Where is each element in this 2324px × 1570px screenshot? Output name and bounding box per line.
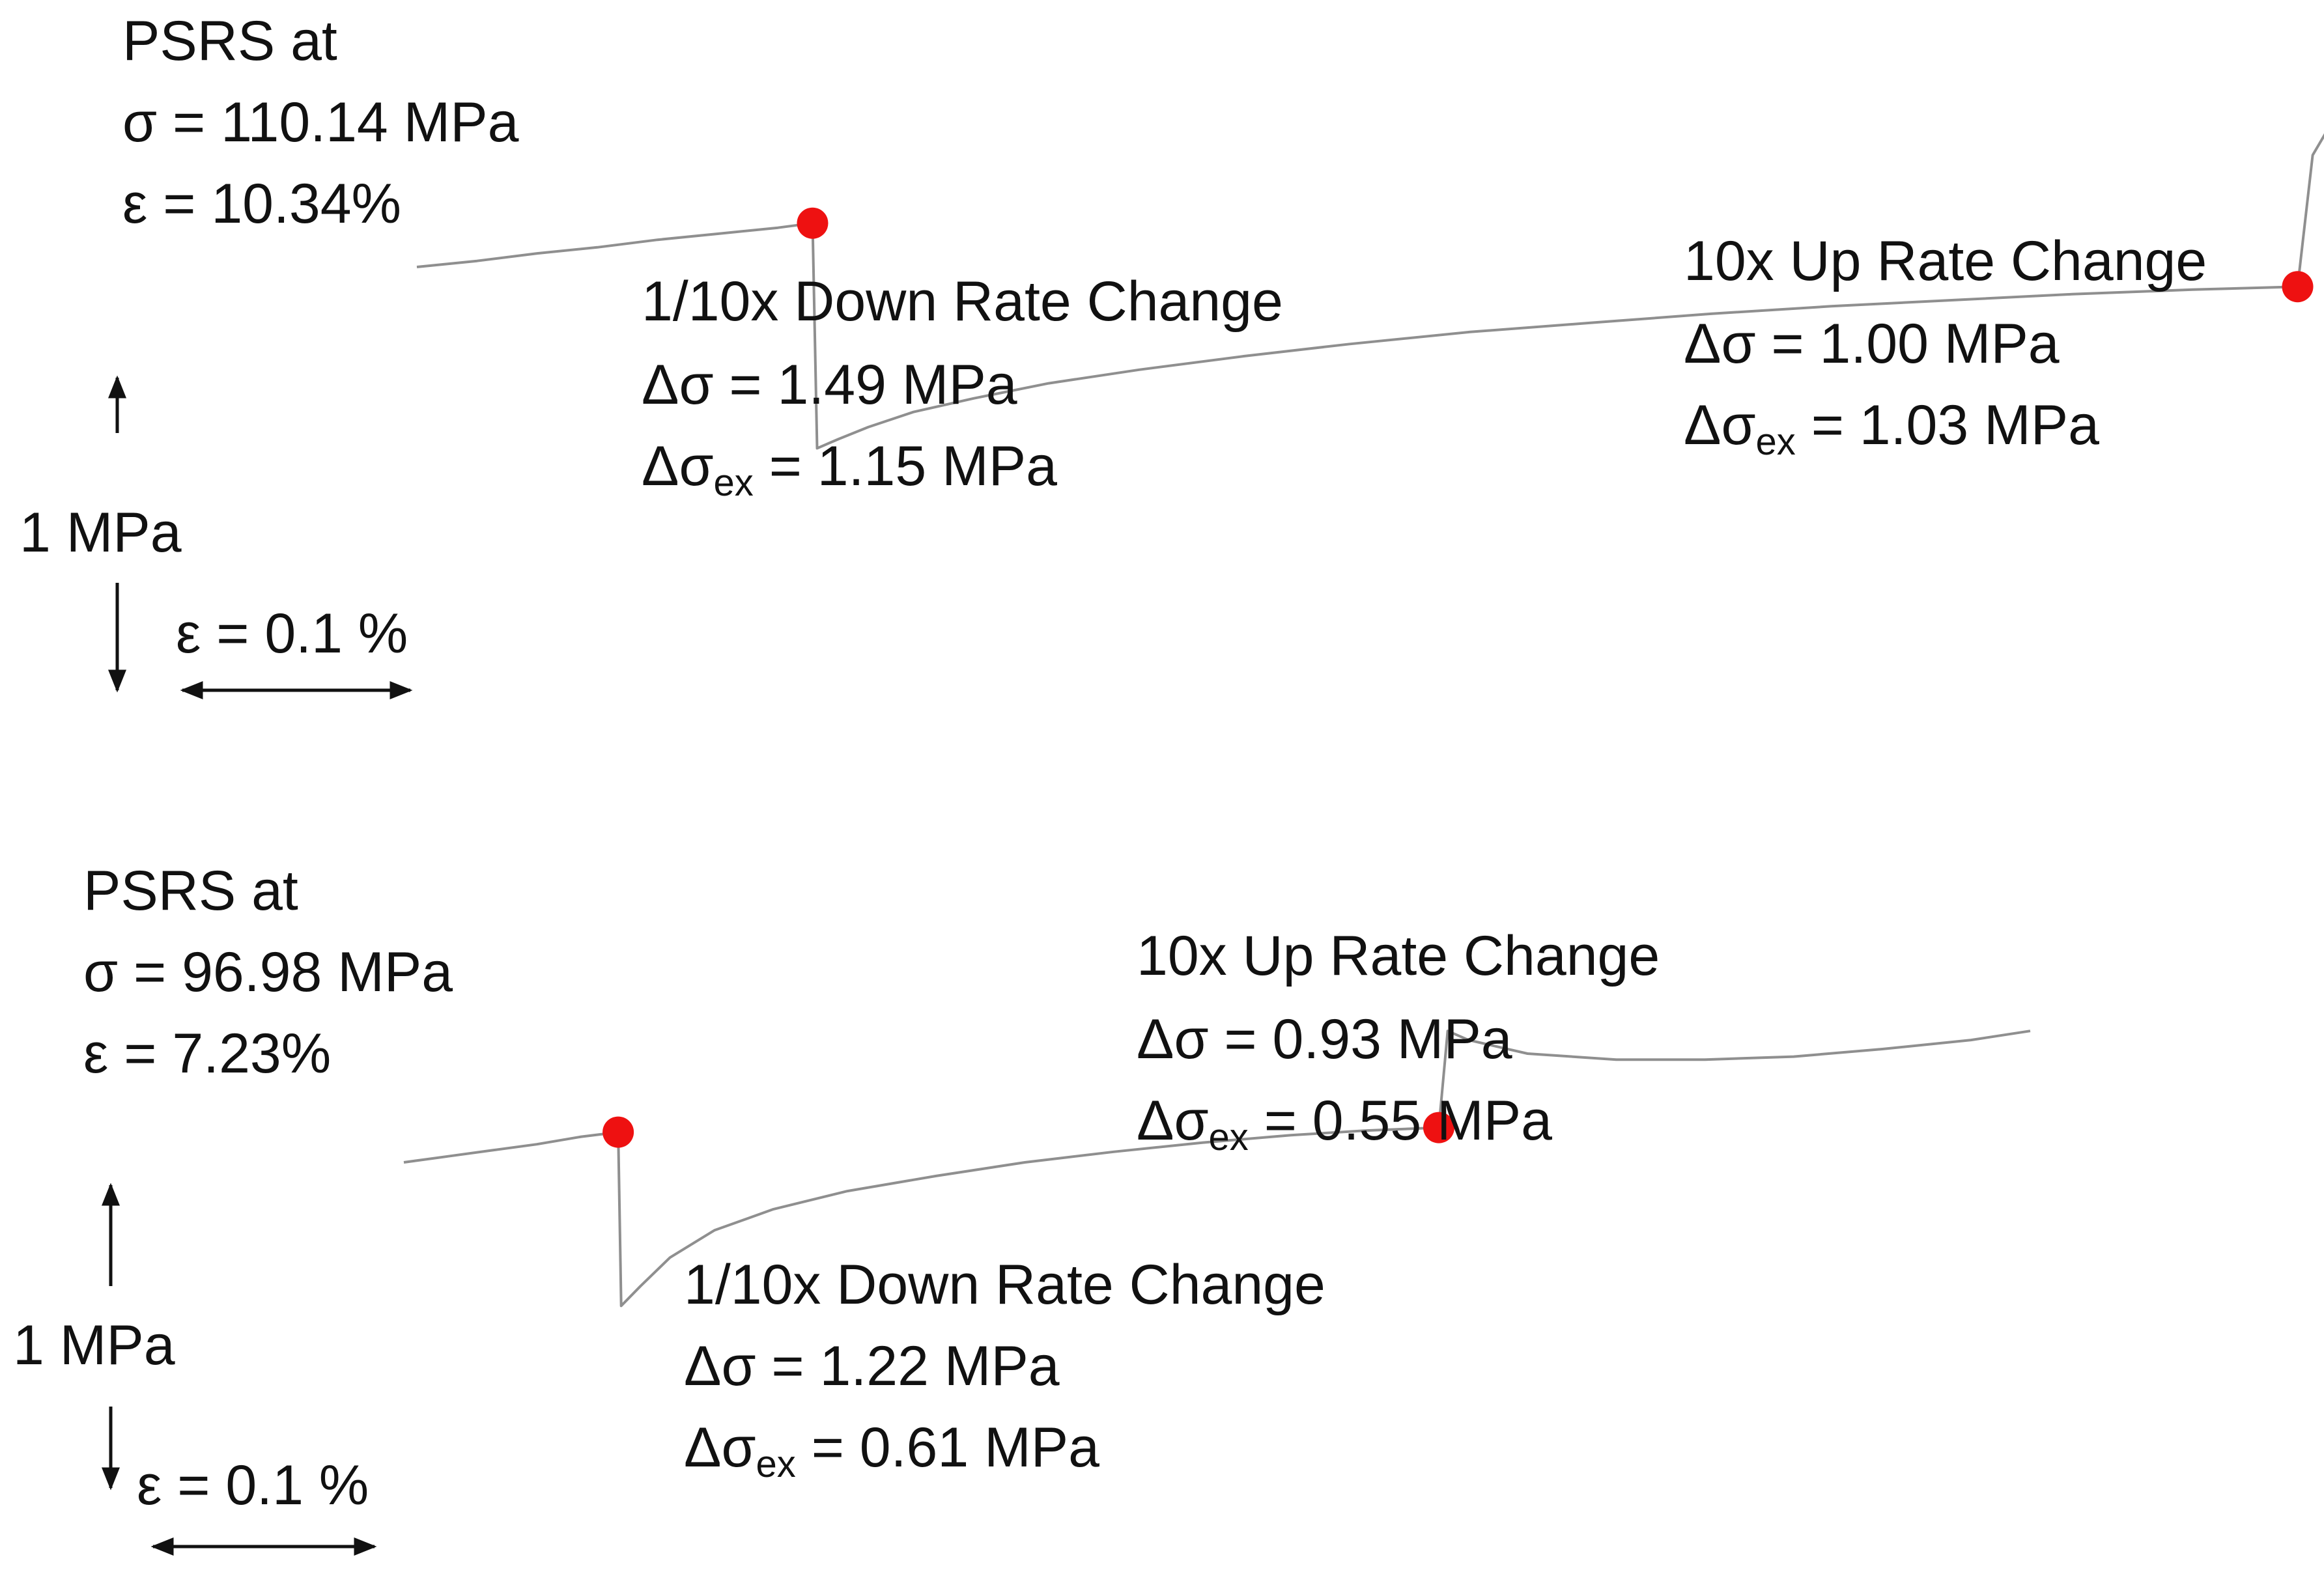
panel-2-stress-strain-trace-3	[1438, 1030, 2031, 1128]
panel-2-psrs-stress: σ = 96.98 MPa	[83, 941, 453, 1003]
panel-1-psrs-heading: PSRS at	[122, 10, 337, 72]
panel-1-stress-scale-label: 1 MPa	[20, 501, 182, 564]
delta-sigma-symbol: Δσ	[1137, 1089, 1209, 1152]
panel-1-rate-change-marker-2	[2282, 271, 2314, 303]
panel-1-stress-strain-trace-1	[416, 221, 813, 268]
panel-1-up-rate-label: 10x Up Rate Change	[1684, 230, 2207, 292]
panel-2-up-delta-sigma-ex: Δσex = 0.55 MPa	[1137, 1093, 1552, 1156]
panel-1-stress-strain-trace-2	[811, 223, 2298, 450]
ex-subscript: ex	[713, 462, 754, 504]
panel-2-rate-change-marker-2	[1423, 1112, 1454, 1143]
delta-sigma-symbol: Δσ	[642, 435, 714, 498]
panel-2-up-delta-sigma: Δσ = 0.93 MPa	[1137, 1008, 1512, 1071]
panel-2-rate-change-marker-1	[602, 1116, 634, 1148]
ex-subscript: ex	[1208, 1116, 1249, 1158]
panel-1-down-delta-sigma-ex: Δσex = 1.15 MPa	[642, 438, 1057, 502]
panel-2-down-rate-label: 1/10x Down Rate Change	[684, 1254, 1325, 1316]
delta-sigma-symbol: Δσ	[1684, 394, 1756, 456]
delta-sigma-ex-value: = 1.15 MPa	[753, 435, 1057, 498]
panel-1-down-rate-label: 1/10x Down Rate Change	[642, 270, 1283, 333]
ex-subscript: ex	[1755, 421, 1796, 463]
panel-1-strain-scale-label: ε = 0.1 %	[176, 602, 408, 665]
delta-sigma-ex-value: = 0.61 MPa	[795, 1416, 1099, 1479]
panel-1-down-delta-sigma: Δσ = 1.49 MPa	[642, 354, 1017, 416]
panel-2-psrs-strain: ε = 7.23%	[83, 1022, 332, 1085]
delta-sigma-symbol: Δσ	[684, 1416, 756, 1479]
panel-2-up-rate-label: 10x Up Rate Change	[1137, 925, 1660, 987]
panel-2-down-delta-sigma: Δσ = 1.22 MPa	[684, 1335, 1060, 1397]
panel-1-up-delta-sigma-ex: Δσex = 1.03 MPa	[1684, 394, 2099, 461]
panel-2-psrs-heading: PSRS at	[83, 860, 298, 922]
panel-2-stress-scale-label: 1 MPa	[13, 1314, 175, 1377]
panel-2-traces	[403, 1030, 2031, 1308]
delta-sigma-ex-value: = 0.55 MPa	[1248, 1089, 1552, 1152]
ex-subscript: ex	[756, 1443, 796, 1485]
panel-2-strain-scale-label: ε = 0.1 %	[137, 1454, 369, 1517]
delta-sigma-ex-value: = 1.03 MPa	[1795, 394, 2099, 456]
panel-1-psrs-strain: ε = 10.34%	[122, 173, 402, 235]
panel-1-psrs-stress: σ = 110.14 MPa	[122, 91, 519, 154]
panel-1-traces	[416, 133, 2324, 450]
panel-1-stress-strain-trace-3	[2296, 133, 2324, 287]
panel-1-up-delta-sigma: Δσ = 1.00 MPa	[1684, 313, 2060, 375]
panel-1-rate-change-marker-1	[797, 207, 829, 239]
panel-2-stress-strain-trace-1	[403, 1130, 619, 1164]
panel-2-down-delta-sigma-ex: Δσex = 0.61 MPa	[684, 1420, 1099, 1483]
panel-2-stress-strain-trace-2	[617, 1126, 1439, 1308]
